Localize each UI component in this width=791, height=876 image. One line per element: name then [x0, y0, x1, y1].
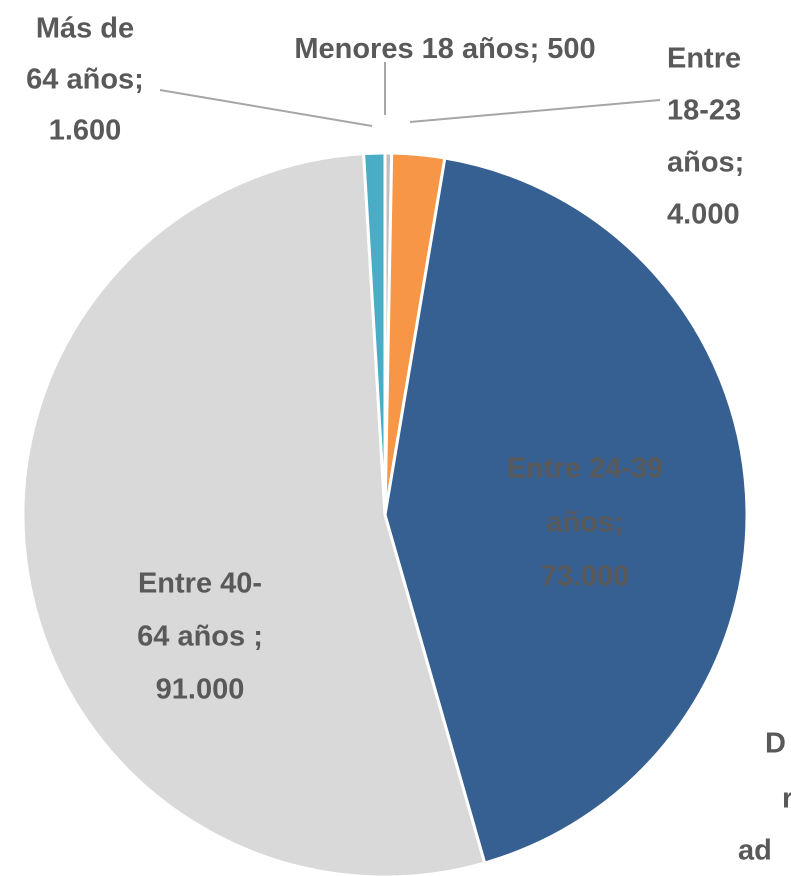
category-label: Menores 18 años;	[294, 33, 539, 65]
pie-slice	[383, 156, 749, 865]
category-label: años;	[546, 507, 623, 539]
annotation: ad	[738, 835, 772, 867]
value-label: 1.600	[49, 115, 122, 147]
category-label: Entre 24-39	[507, 453, 663, 485]
pie-slice	[21, 152, 487, 876]
category-label: 64 años ;	[137, 621, 263, 653]
pie-slice	[362, 151, 387, 516]
category-label: Entre 40-	[138, 568, 262, 600]
leader-line	[409, 99, 661, 123]
annotation: D	[765, 728, 786, 760]
value-label: 500	[547, 33, 595, 65]
category-label: 64 años;	[26, 64, 144, 96]
value-label: 4.000	[667, 199, 740, 231]
category-label: años;	[667, 147, 744, 179]
value-label: 73.000	[541, 561, 630, 593]
category-label: 18-23	[667, 95, 741, 127]
category-label: Entre	[667, 43, 741, 75]
value-label: 91.000	[156, 674, 245, 706]
leader-line	[159, 89, 373, 127]
category-label: Más de	[36, 13, 134, 45]
data-label: Menores 18 años; 500	[294, 33, 595, 65]
annotation: r	[782, 783, 791, 815]
